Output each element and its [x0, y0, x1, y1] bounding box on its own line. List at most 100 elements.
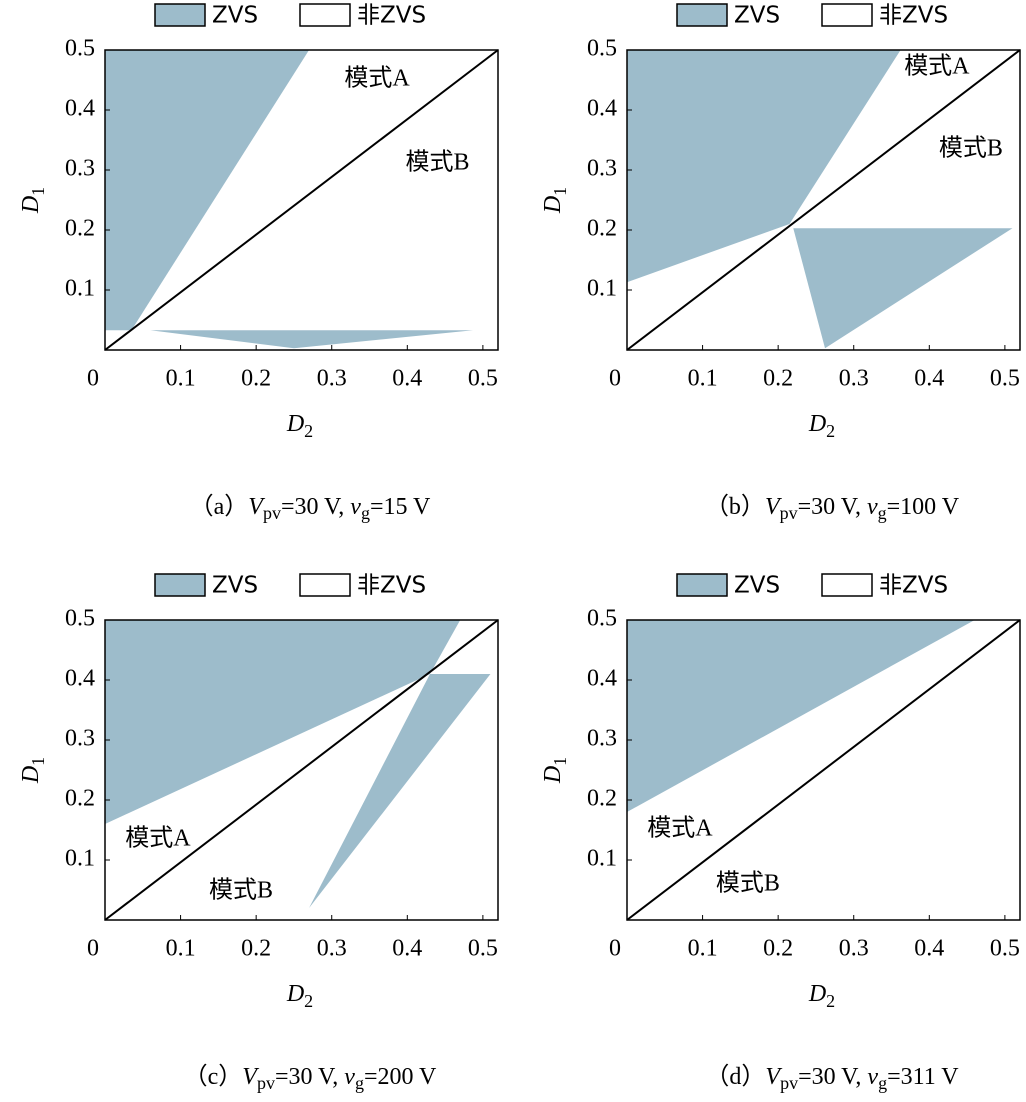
caption-part: （d） [705, 1064, 765, 1090]
caption-part: g [361, 503, 370, 523]
y-tick-label: 0.1 [65, 846, 95, 872]
caption-part: V [765, 494, 782, 520]
mode-label: 模式A [904, 53, 970, 80]
caption-part: v [350, 494, 361, 520]
x-tick-label: 0.5 [990, 366, 1020, 392]
x-tick-label: 0.2 [241, 936, 271, 962]
mode-boundary [626, 619, 1021, 921]
caption: （a）Vpv=30 V, vg=15 V [190, 494, 431, 524]
y-axis-label-main: D [18, 766, 44, 784]
plot-frame [104, 619, 499, 921]
x-tick-label: 0.4 [914, 366, 944, 392]
mode-label: 模式A [125, 825, 191, 852]
y-tick-label: 0.4 [65, 96, 95, 122]
x-tick-label: 0.4 [392, 366, 422, 392]
y-tick-label: 0.4 [587, 666, 617, 692]
mode-label: 模式A [344, 65, 410, 92]
y-axis-label: D1 [18, 757, 49, 784]
y-tick-label: 0.1 [65, 276, 95, 302]
zvs-region [150, 330, 474, 349]
x-tick-label: 0.3 [839, 366, 869, 392]
x-tick-label: 0.5 [990, 936, 1020, 962]
caption-part: =200 V [364, 1064, 437, 1090]
y-axis-label-main: D [540, 766, 566, 784]
x-axis-label-sub: 2 [826, 421, 835, 441]
caption-part: =100 V [887, 494, 960, 520]
x-axis-label-main: D [808, 411, 826, 437]
mode-label: 模式B [209, 876, 273, 903]
y-tick-label: 0.3 [587, 726, 617, 752]
x-tick-label: 0.4 [392, 936, 422, 962]
x-axis-label-sub: 2 [304, 421, 313, 441]
y-tick-label: 0.4 [587, 96, 617, 122]
y-axis-label-main: D [540, 196, 566, 214]
y-tick-label: 0.4 [65, 666, 95, 692]
caption-part: pv [780, 503, 798, 523]
caption-part: （b） [705, 494, 765, 520]
mode-boundary [104, 619, 499, 921]
x-axis-label-main: D [286, 981, 304, 1007]
zvs-region [793, 228, 1013, 349]
legend-label: ZVS [734, 3, 780, 29]
x-tick-label: 0 [609, 366, 621, 392]
mode-boundary [104, 49, 499, 351]
x-tick-label: 0.3 [317, 366, 347, 392]
x-axis-label: D2 [808, 981, 835, 1012]
x-tick-label: 0.1 [166, 936, 196, 962]
y-axis-label-main: D [18, 196, 44, 214]
caption-part: =15 V [370, 494, 431, 520]
y-tick-label: 0.1 [587, 276, 617, 302]
x-axis-label-main: D [808, 981, 826, 1007]
legend-label: 非ZVS [357, 3, 426, 29]
legend-swatch [676, 573, 728, 597]
x-tick-label: 0.4 [914, 936, 944, 962]
mode-label: 模式B [939, 135, 1003, 162]
y-tick-label: 0.3 [587, 156, 617, 182]
x-axis-label: D2 [286, 411, 313, 442]
y-tick-label: 0.3 [65, 726, 95, 752]
y-axis-label: D1 [540, 187, 571, 214]
y-tick-label: 0.5 [65, 36, 95, 62]
caption-part: （c） [184, 1064, 243, 1090]
x-tick-label: 0.1 [688, 366, 718, 392]
legend-label: ZVS [734, 573, 780, 599]
zvs-region [627, 50, 901, 283]
legend-swatch [299, 573, 351, 597]
x-tick-label: 0 [609, 936, 621, 962]
caption-part: V [248, 494, 265, 520]
x-tick-label: 0.1 [688, 936, 718, 962]
y-axis-label-sub: 1 [550, 757, 570, 766]
x-tick-label: 0.1 [166, 366, 196, 392]
legend-label: ZVS [212, 573, 258, 599]
x-tick-label: 0.3 [839, 936, 869, 962]
x-axis-label-sub: 2 [304, 991, 313, 1011]
x-axis-label: D2 [808, 411, 835, 442]
legend-swatch [154, 3, 206, 27]
y-tick-label: 0.5 [587, 36, 617, 62]
legend-swatch [154, 573, 206, 597]
caption-part: g [878, 1073, 887, 1093]
x-tick-label: 0 [87, 936, 99, 962]
mode-label: 模式A [647, 815, 713, 842]
x-tick-label: 0.5 [468, 366, 498, 392]
legend-swatch [299, 3, 351, 27]
x-axis-label: D2 [286, 981, 313, 1012]
x-tick-label: 0 [87, 366, 99, 392]
zvs-region [105, 620, 461, 824]
caption-part: （a） [190, 494, 249, 520]
plot-frame [626, 619, 1021, 921]
mode-label: 模式B [406, 149, 470, 176]
y-axis-label: D1 [540, 757, 571, 784]
x-tick-label: 0.2 [241, 366, 271, 392]
x-axis-label-main: D [286, 411, 304, 437]
y-tick-label: 0.5 [65, 606, 95, 632]
legend-label: ZVS [212, 3, 258, 29]
legend-swatch [821, 3, 873, 27]
zvs-region [627, 620, 975, 812]
caption-part: V [765, 1064, 782, 1090]
